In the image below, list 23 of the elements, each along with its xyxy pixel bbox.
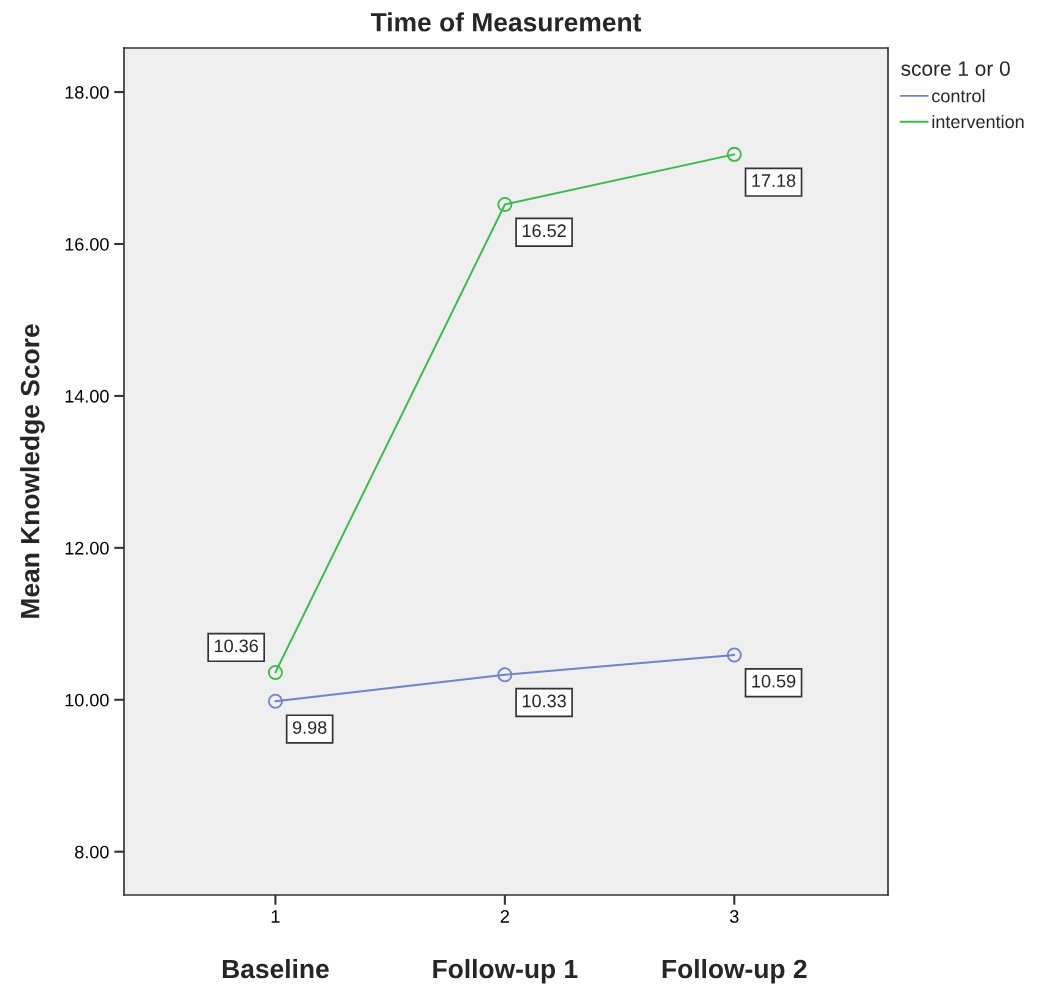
legend-title: score 1 or 0 <box>901 61 1010 76</box>
y-tick-label: 18.00 <box>65 85 109 99</box>
y-tick-label: 12.00 <box>65 541 109 555</box>
data-label: 17.18 <box>752 174 796 187</box>
y-tick-label: 14.00 <box>65 389 109 403</box>
data-label: 10.36 <box>214 639 258 653</box>
x-tick-label: 2 <box>500 910 509 923</box>
data-label: 9.98 <box>292 721 327 734</box>
y-tick-label: 10.00 <box>65 693 109 707</box>
y-tick-label: 8.00 <box>75 845 109 859</box>
legend-label: control <box>932 89 985 103</box>
legend-label: intervention <box>932 114 1024 129</box>
data-label: 10.59 <box>752 674 796 688</box>
data-label: 10.33 <box>522 694 566 708</box>
x-tick-label: 3 <box>729 910 739 923</box>
y-tick-label: 16.00 <box>65 237 109 251</box>
text: Follow-up 2 <box>662 958 807 984</box>
x-tick-label: 1 <box>271 910 280 923</box>
text: Follow-up 1 <box>433 958 578 984</box>
data-label: 16.52 <box>522 224 566 238</box>
text: Baseline <box>222 958 329 979</box>
y-axis-title: Mean Knowledge Score <box>20 324 45 618</box>
chart-title: Time of Measurement <box>370 12 642 32</box>
